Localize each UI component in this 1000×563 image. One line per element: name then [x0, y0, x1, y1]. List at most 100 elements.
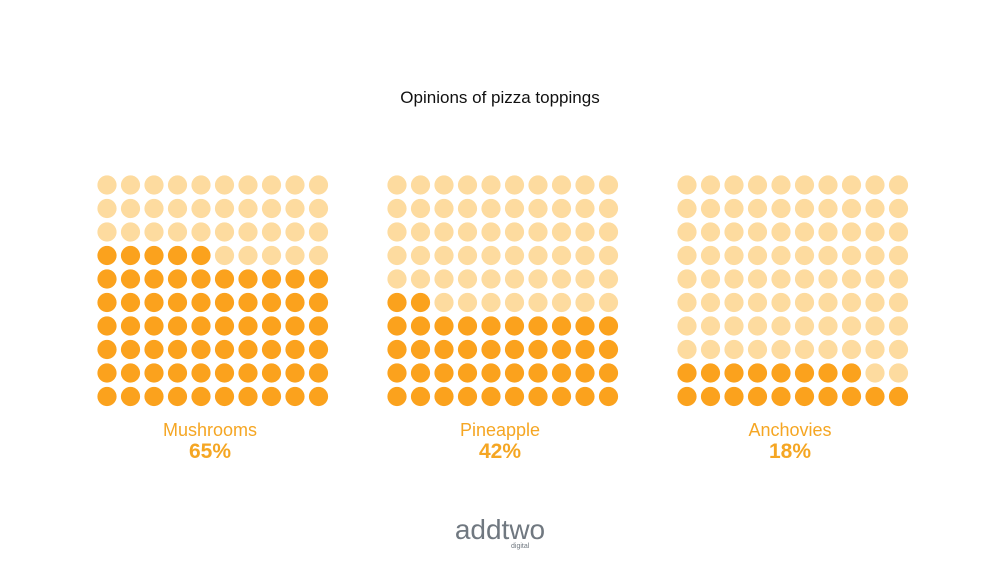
waffle-dot — [598, 175, 619, 195]
waffle-dot — [167, 245, 188, 266]
waffle-dot — [528, 222, 548, 242]
waffle-dot — [888, 245, 909, 266]
waffle-dot — [261, 175, 282, 195]
waffle-dot — [214, 316, 235, 336]
waffle-dot — [528, 363, 548, 383]
waffle-dot — [144, 363, 164, 383]
waffle-dot — [167, 316, 188, 336]
waffle-dot — [167, 269, 188, 289]
waffle-dot — [700, 269, 721, 289]
panel-value-mushrooms: 65% — [188, 440, 232, 463]
waffle-dot — [144, 292, 164, 313]
waffle-dot — [308, 292, 329, 313]
waffle-dot — [528, 339, 548, 360]
waffle-dot — [575, 222, 595, 242]
waffle-dot — [191, 339, 211, 360]
waffle-dot — [747, 198, 768, 219]
waffle-dot — [700, 175, 721, 195]
waffle-dot — [818, 269, 838, 289]
waffle-dot — [551, 386, 572, 407]
waffle-dot — [387, 222, 407, 242]
waffle-dot — [308, 175, 329, 195]
waffle-dot — [888, 363, 909, 383]
waffle-dot — [167, 363, 188, 383]
waffle-dot — [677, 175, 697, 195]
waffle-dot — [747, 222, 768, 242]
waffle-dot — [818, 175, 838, 195]
waffle-dot — [387, 175, 407, 195]
waffle-dot — [167, 292, 188, 313]
waffle-dot — [457, 198, 478, 219]
waffle-dot — [387, 292, 407, 313]
waffle-dot — [238, 175, 258, 195]
waffle-dot — [387, 339, 407, 360]
waffle-dot — [818, 316, 838, 336]
waffle-dot — [724, 198, 744, 219]
waffle-dot — [238, 198, 258, 219]
waffle-dot — [97, 339, 117, 360]
waffle-dot — [144, 245, 164, 266]
waffle-dot — [724, 292, 744, 313]
waffle-dot — [191, 269, 211, 289]
waffle-dot — [167, 175, 188, 195]
waffle-dot — [794, 198, 815, 219]
waffle-dot — [747, 245, 768, 266]
waffle-dot — [97, 269, 117, 289]
waffle-dot — [434, 386, 454, 407]
waffle-dot — [285, 269, 305, 289]
waffle-dot — [598, 292, 619, 313]
waffle-dot — [841, 222, 862, 242]
waffle-dot — [771, 386, 791, 407]
waffle-dot — [598, 316, 619, 336]
waffle-dot — [120, 316, 141, 336]
waffle-dot — [700, 222, 721, 242]
waffle-dot — [747, 269, 768, 289]
waffle-dot — [818, 339, 838, 360]
waffle-dot — [888, 269, 909, 289]
waffle-dot — [434, 269, 454, 289]
waffle-dot — [261, 222, 282, 242]
waffle-dot — [598, 339, 619, 360]
waffle-dot — [285, 292, 305, 313]
waffle-dot — [865, 245, 885, 266]
waffle-dot — [410, 316, 431, 336]
waffle-dot — [771, 198, 791, 219]
waffle-dot — [434, 175, 454, 195]
waffle-dot — [598, 222, 619, 242]
waffle-dot — [504, 316, 525, 336]
waffle-dot — [528, 245, 548, 266]
waffle-dot — [551, 292, 572, 313]
waffle-dot — [528, 386, 548, 407]
waffle-dot — [387, 198, 407, 219]
waffle-dot — [144, 269, 164, 289]
waffle-dot — [747, 339, 768, 360]
waffle-dot — [700, 292, 721, 313]
waffle-dot — [575, 316, 595, 336]
waffle-dot — [481, 269, 501, 289]
waffle-dot — [285, 245, 305, 266]
waffle-dot — [794, 339, 815, 360]
waffle-dot — [794, 175, 815, 195]
panel-label-mushrooms: Mushrooms — [162, 420, 258, 440]
waffle-dot — [818, 198, 838, 219]
waffle-dot — [144, 175, 164, 195]
waffle-dot — [434, 339, 454, 360]
waffle-dot — [214, 363, 235, 383]
waffle-dot — [551, 316, 572, 336]
waffle-dot — [724, 339, 744, 360]
waffle-dot — [724, 316, 744, 336]
waffle-dot — [261, 198, 282, 219]
waffle-dot — [677, 292, 697, 313]
waffle-dot — [865, 292, 885, 313]
waffle-dot — [677, 222, 697, 242]
waffle-dot — [434, 363, 454, 383]
waffle-dot — [528, 269, 548, 289]
waffle-dot — [794, 292, 815, 313]
waffle-dot — [191, 198, 211, 219]
waffle-dot — [214, 292, 235, 313]
waffle-dot — [700, 339, 721, 360]
waffle-dot — [120, 245, 141, 266]
waffle-dot — [504, 269, 525, 289]
waffle-dot — [794, 316, 815, 336]
waffle-dot — [575, 339, 595, 360]
